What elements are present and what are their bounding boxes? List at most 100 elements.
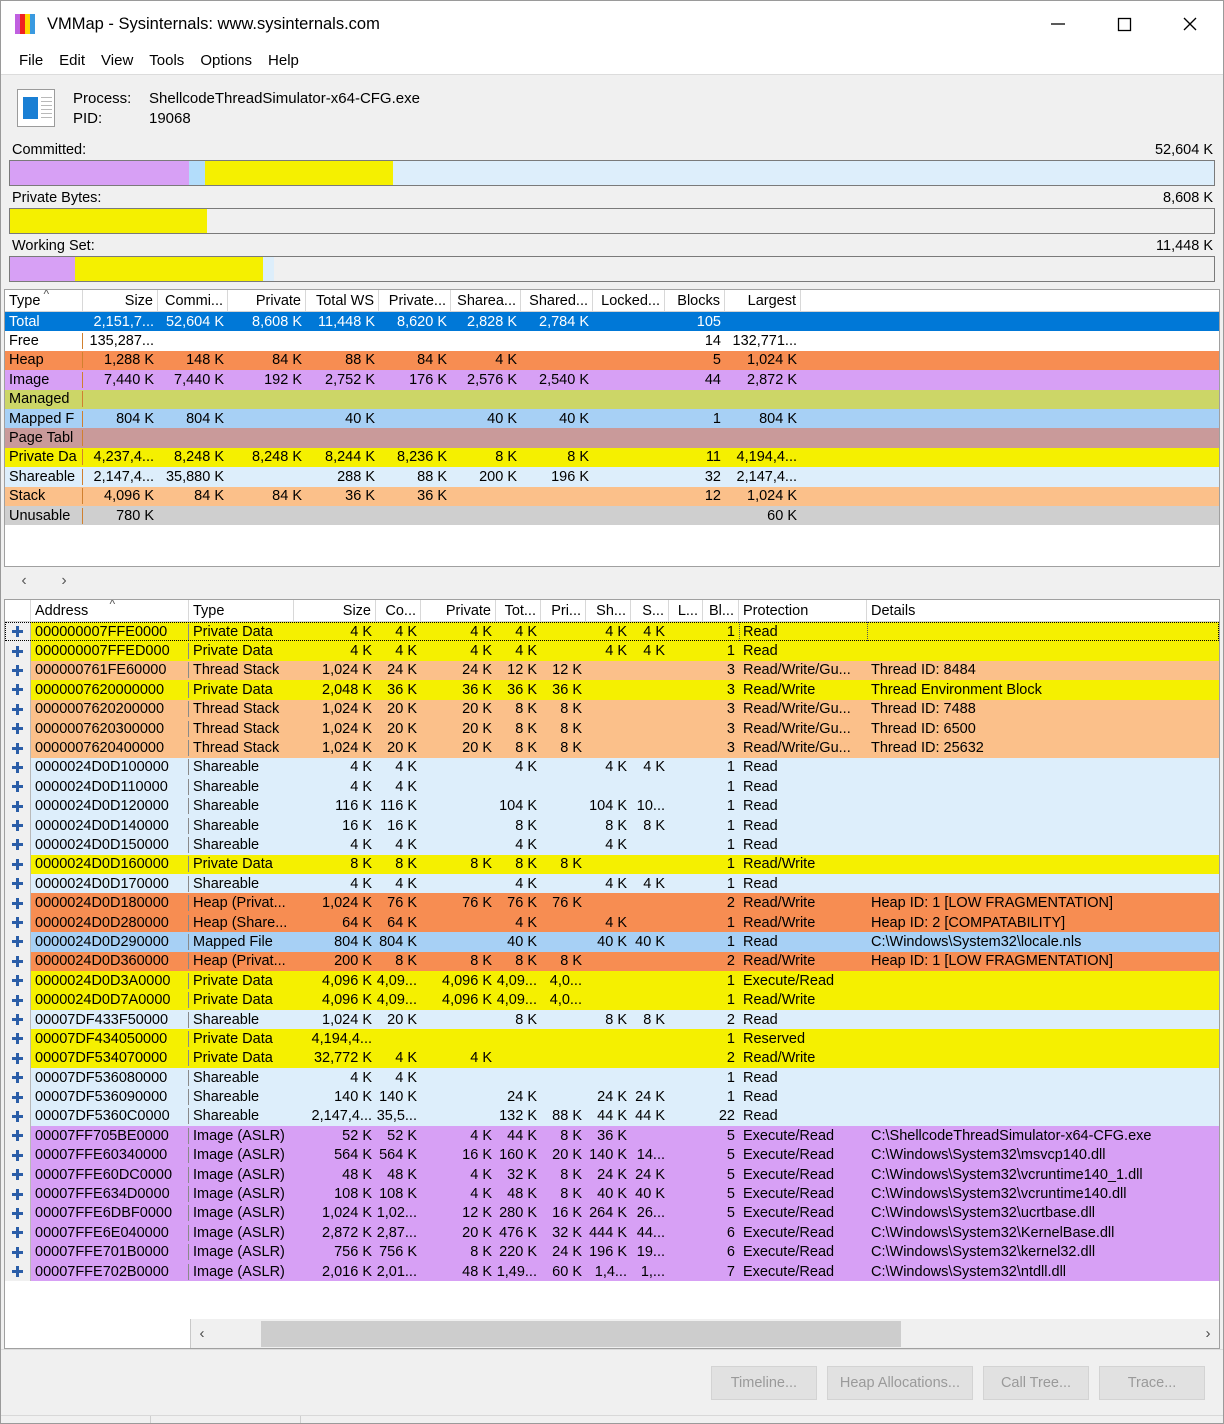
table-row[interactable]: 000000761FE60000 Thread Stack 1,024 K 24 K 2…	[5, 660, 1219, 681]
expand-icon[interactable]	[12, 897, 23, 909]
expand-cell[interactable]	[5, 796, 31, 816]
summary-column-header-size[interactable]: Size	[83, 290, 158, 311]
expand-icon[interactable]	[12, 1110, 23, 1122]
expand-icon[interactable]	[12, 955, 23, 967]
summary-row[interactable]: Page Tabl	[5, 428, 1219, 448]
table-row[interactable]: 0000007620200000 Thread Stack 1,024 K 20 K 2…	[5, 699, 1219, 719]
detail-column-header-sh[interactable]: Sh...	[586, 600, 631, 621]
summary-column-header-shared[interactable]: Shared...	[521, 290, 593, 311]
table-row[interactable]: 0000024D0D7A0000 Private Data 4,096 K 4,09.…	[5, 990, 1219, 1010]
expand-icon[interactable]	[12, 975, 23, 987]
expand-cell[interactable]	[5, 874, 31, 894]
table-row[interactable]: 00007FFE702B0000 Image (ASLR) 2,016 K 2,01.…	[5, 1261, 1219, 1282]
table-row[interactable]: 0000024D0D140000 Shareable 16 K 16 K 8 K 8 K 8…	[5, 815, 1219, 836]
table-row[interactable]: 0000024D0D170000 Shareable 4 K 4 K 4 K 4 K 4 K…	[5, 874, 1219, 894]
summary-scroll-left-button[interactable]: ‹	[4, 567, 44, 594]
expand-cell[interactable]	[5, 757, 31, 778]
expand-cell[interactable]	[5, 971, 31, 991]
detail-column-header-address[interactable]: Address ^	[31, 600, 189, 621]
table-row[interactable]: 0000024D0D150000 Shareable 4 K 4 K 4 K 4 K 1 Re…	[5, 835, 1219, 855]
maximize-icon[interactable]	[1091, 1, 1157, 47]
expand-cell[interactable]	[5, 680, 31, 700]
expand-cell[interactable]	[5, 1203, 31, 1224]
table-row[interactable]: 00007DF5360C0000 Shareable 2,147,4... 35,5.…	[5, 1106, 1219, 1127]
summary-row[interactable]: Unusable 780 K 60 K	[5, 505, 1219, 526]
expand-cell[interactable]	[5, 990, 31, 1010]
expand-icon[interactable]	[12, 761, 23, 773]
expand-icon[interactable]	[12, 1227, 23, 1239]
detail-column-header-pri[interactable]: Pri...	[541, 600, 586, 621]
summary-column-header-largest[interactable]: Largest	[725, 290, 801, 311]
menu-item-help[interactable]: Help	[268, 52, 299, 69]
table-row[interactable]: 00007FFE634D0000 Image (ASLR) 108 K 108 K 4 …	[5, 1184, 1219, 1204]
expand-icon[interactable]	[12, 1072, 23, 1084]
expand-icon[interactable]	[12, 936, 23, 948]
summary-column-header-type[interactable]: Type ^	[5, 290, 83, 311]
expand-icon[interactable]	[12, 1149, 23, 1161]
summary-row[interactable]: Total 2,151,7... 52,604 K 8,608 K 11,448 K 8,…	[5, 312, 1219, 332]
expand-icon[interactable]	[12, 1091, 23, 1103]
expand-cell[interactable]	[5, 835, 31, 855]
menu-item-edit[interactable]: Edit	[59, 52, 86, 69]
table-row[interactable]: 0000024D0D280000 Heap (Share... 64 K 64 K 4 …	[5, 912, 1219, 933]
detail-column-header-l[interactable]: L...	[669, 600, 703, 621]
table-row[interactable]: 000000007FFED000 Private Data 4 K 4 K 4 K 4 K…	[5, 641, 1219, 661]
expand-cell[interactable]	[5, 1029, 31, 1049]
table-row[interactable]: 000000007FFE0000 Private Data 4 K 4 K 4 K 4 K…	[5, 622, 1219, 642]
table-row[interactable]: 00007DF534070000 Private Data 32,772 K 4 K 4…	[5, 1048, 1219, 1068]
expand-cell[interactable]	[5, 815, 31, 836]
summary-row[interactable]: Private Da 4,237,4... 8,248 K 8,248 K 8,244 …	[5, 447, 1219, 468]
summary-column-header-private[interactable]: Private...	[379, 290, 451, 311]
expand-icon[interactable]	[12, 1052, 23, 1064]
expand-icon[interactable]	[12, 1169, 23, 1181]
expand-cell[interactable]	[5, 932, 31, 952]
detail-column-header-tot[interactable]: Tot...	[496, 600, 541, 621]
detail-column-header-bl[interactable]: Bl...	[703, 600, 739, 621]
expand-icon[interactable]	[12, 781, 23, 793]
expand-cell[interactable]	[5, 777, 31, 797]
expand-icon[interactable]	[12, 878, 23, 890]
summary-column-header-locked[interactable]: Locked...	[593, 290, 665, 311]
table-row[interactable]: 00007FFE6E040000 Image (ASLR) 2,872 K 2,87.…	[5, 1223, 1219, 1243]
summary-row[interactable]: Heap 1,288 K 148 K 84 K 88 K 84 K 4 K 5 1,024 K	[5, 350, 1219, 371]
detail-scroll-track[interactable]	[213, 1319, 1197, 1348]
table-row[interactable]: 0000024D0D180000 Heap (Privat... 1,024 K 76…	[5, 893, 1219, 913]
detail-column-header-size[interactable]: Size	[294, 600, 376, 621]
expand-icon[interactable]	[12, 742, 23, 754]
expand-cell[interactable]	[5, 1184, 31, 1204]
table-row[interactable]: 0000007620000000 Private Data 2,048 K 36 K 3…	[5, 680, 1219, 700]
table-row[interactable]: 0000007620400000 Thread Stack 1,024 K 20 K 2…	[5, 738, 1219, 758]
summary-scroll-right-button[interactable]: ›	[44, 567, 84, 594]
menu-item-options[interactable]: Options	[200, 52, 253, 69]
expand-cell[interactable]	[5, 1087, 31, 1107]
summary-row[interactable]: Shareable 2,147,4... 35,880 K 288 K 88 K 200 …	[5, 467, 1219, 487]
summary-row[interactable]: Mapped F 804 K 804 K 40 K 40 K 40 K 1 804 K	[5, 408, 1219, 429]
detail-scroll-thumb[interactable]	[261, 1320, 901, 1347]
expand-cell[interactable]	[5, 1009, 31, 1030]
expand-cell[interactable]	[5, 641, 31, 661]
expand-cell[interactable]	[5, 1223, 31, 1243]
summary-row[interactable]: Image 7,440 K 7,440 K 192 K 2,752 K 176 K 2,57…	[5, 370, 1219, 390]
table-row[interactable]: 00007FFE6DBF0000 Image (ASLR) 1,024 K 1,02.…	[5, 1203, 1219, 1224]
detail-scroll-right-button[interactable]: ›	[1205, 1325, 1211, 1342]
table-row[interactable]: 0000024D0D360000 Heap (Privat... 200 K 8 K 8…	[5, 951, 1219, 972]
expand-icon[interactable]	[12, 917, 23, 929]
detail-column-header-details[interactable]: Details	[867, 600, 1224, 621]
menu-item-file[interactable]: File	[19, 52, 44, 69]
detail-column-header-protection[interactable]: Protection	[739, 600, 867, 621]
summary-column-header-commi[interactable]: Commi...	[158, 290, 228, 311]
table-row[interactable]: 00007FFE701B0000 Image (ASLR) 756 K 756 K 8 …	[5, 1242, 1219, 1262]
summary-column-header-private[interactable]: Private	[228, 290, 306, 311]
detail-scroll-left-button[interactable]: ‹	[199, 1325, 205, 1342]
expand-cell[interactable]	[5, 912, 31, 933]
expand-icon[interactable]	[12, 1014, 23, 1025]
expand-cell[interactable]	[5, 622, 31, 642]
expand-icon[interactable]	[12, 645, 23, 657]
table-row[interactable]: 0000007620300000 Thread Stack 1,024 K 20 K 2…	[5, 718, 1219, 739]
expand-icon[interactable]	[12, 703, 23, 715]
detail-column-header-c0[interactable]	[5, 600, 31, 621]
summary-column-header-totalws[interactable]: Total WS	[306, 290, 379, 311]
expand-icon[interactable]	[12, 994, 23, 1006]
expand-cell[interactable]	[5, 854, 31, 875]
detail-column-header-s[interactable]: S...	[631, 600, 669, 621]
